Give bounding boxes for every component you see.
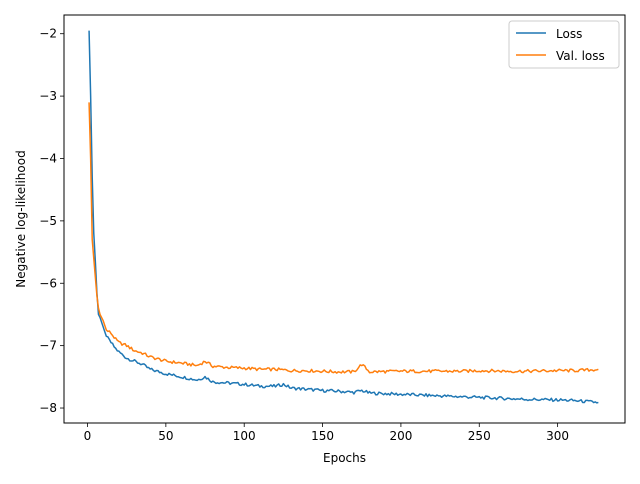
x-tick-label: 50: [158, 429, 173, 443]
x-tick-label: 0: [84, 429, 92, 443]
x-tick-label: 200: [389, 429, 412, 443]
y-tick-label: −2: [39, 27, 57, 41]
series-line-loss: [88, 30, 599, 404]
x-axis-label: Epochs: [323, 451, 366, 465]
y-tick-label: −3: [39, 89, 57, 103]
legend-label-loss: Loss: [556, 27, 582, 41]
y-tick-label: −7: [39, 339, 57, 353]
plot-area: [63, 14, 626, 424]
x-tick-label: 150: [311, 429, 334, 443]
x-axis-ticks: 0 50 100 150 200 250 300: [84, 423, 569, 443]
y-tick-label: −6: [39, 276, 57, 290]
y-tick-label: −4: [39, 151, 57, 165]
x-tick-label: 300: [546, 429, 569, 443]
y-axis-ticks: −8 −7 −6 −5 −4 −3 −2: [39, 27, 64, 415]
series-layer: [88, 30, 599, 404]
y-axis-label: Negative log-likelihood: [14, 150, 28, 287]
y-tick-label: −8: [39, 401, 57, 415]
series-line-val-loss: [88, 102, 599, 374]
legend-label-val-loss: Val. loss: [556, 49, 605, 63]
legend: Loss Val. loss: [508, 20, 620, 69]
x-tick-label: 250: [468, 429, 491, 443]
x-tick-label: 100: [233, 429, 256, 443]
y-tick-label: −5: [39, 214, 57, 228]
